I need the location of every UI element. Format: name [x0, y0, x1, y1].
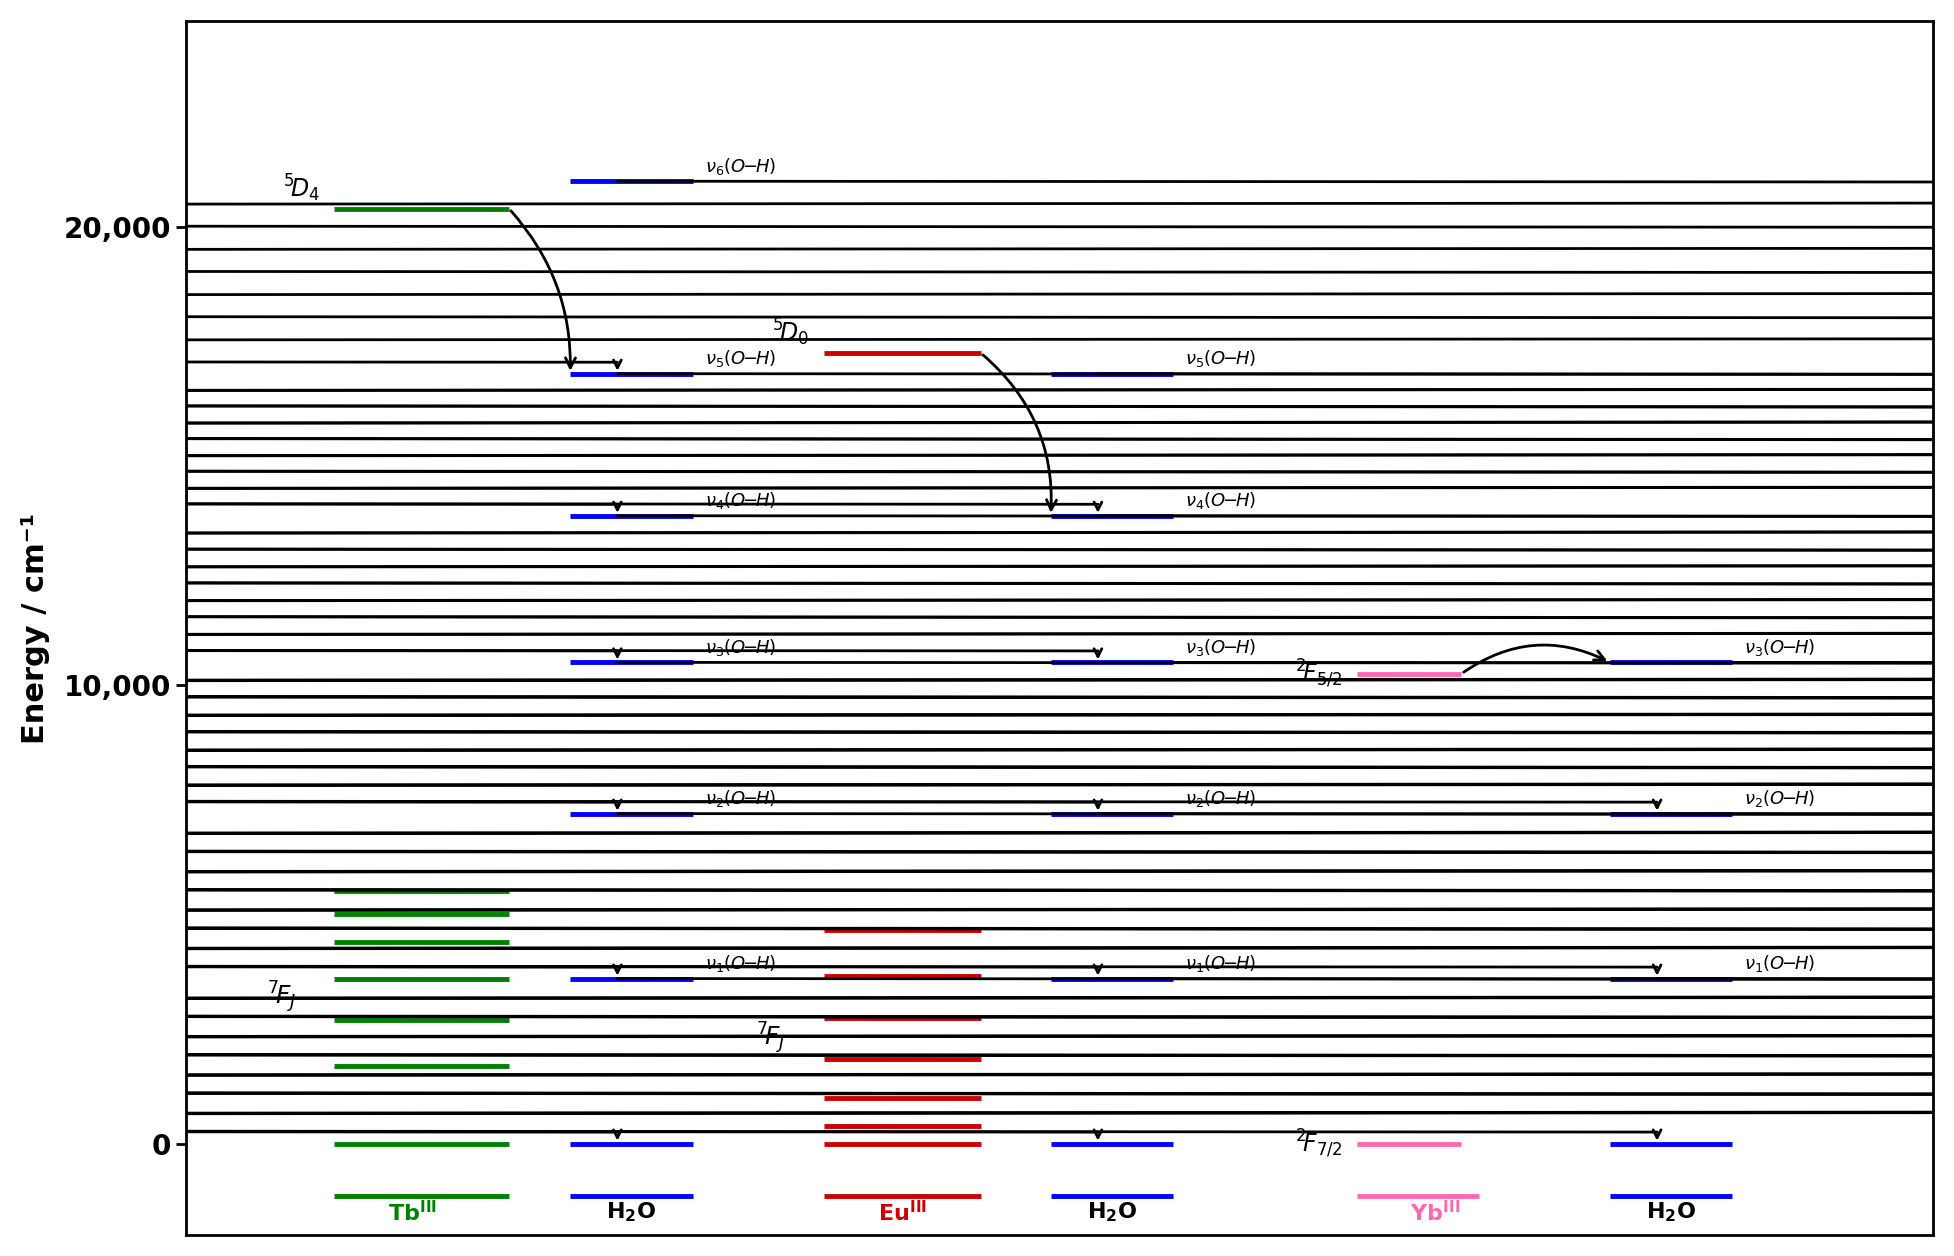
Text: $\nu_1(O\!\!-\!\!H)$: $\nu_1(O\!\!-\!\!H)$ [705, 953, 776, 973]
Text: $\nu_3(O\!\!-\!\!H)$: $\nu_3(O\!\!-\!\!H)$ [1745, 637, 1815, 658]
Text: $\mathbf{H_2O}$: $\mathbf{H_2O}$ [1086, 1201, 1137, 1225]
Text: $\nu_2(O\!\!-\!\!H)$: $\nu_2(O\!\!-\!\!H)$ [705, 788, 776, 809]
Text: $\nu_5(O\!\!-\!\!H)$: $\nu_5(O\!\!-\!\!H)$ [705, 348, 776, 369]
Text: $^7\!F_J$: $^7\!F_J$ [756, 1020, 786, 1056]
Text: $^7\!F_J$: $^7\!F_J$ [268, 978, 295, 1015]
Text: $\nu_4(O\!\!-\!\!H)$: $\nu_4(O\!\!-\!\!H)$ [1186, 490, 1256, 511]
Text: $\mathbf{Yb^{III}}$: $\mathbf{Yb^{III}}$ [1411, 1199, 1460, 1225]
Text: $\nu_5(O\!\!-\!\!H)$: $\nu_5(O\!\!-\!\!H)$ [1186, 348, 1256, 369]
Text: $\nu_2(O\!\!-\!\!H)$: $\nu_2(O\!\!-\!\!H)$ [1186, 788, 1256, 809]
Text: $\nu_6(O\!\!-\!\!H)$: $\nu_6(O\!\!-\!\!H)$ [705, 156, 776, 177]
Text: $\mathbf{Tb^{III}}$: $\mathbf{Tb^{III}}$ [389, 1199, 438, 1225]
Text: $\nu_3(O\!\!-\!\!H)$: $\nu_3(O\!\!-\!\!H)$ [705, 637, 776, 658]
Text: $\nu_3(O\!\!-\!\!H)$: $\nu_3(O\!\!-\!\!H)$ [1186, 637, 1256, 658]
Y-axis label: Energy / cm⁻¹: Energy / cm⁻¹ [21, 512, 51, 744]
Text: $\nu_1(O\!\!-\!\!H)$: $\nu_1(O\!\!-\!\!H)$ [1186, 953, 1256, 973]
Text: $^2\!F_{7/2}$: $^2\!F_{7/2}$ [1296, 1128, 1342, 1159]
Text: $^5\!D_0$: $^5\!D_0$ [772, 317, 809, 348]
Text: $\nu_2(O\!\!-\!\!H)$: $\nu_2(O\!\!-\!\!H)$ [1745, 788, 1815, 809]
Text: $^2\!F_{5/2}$: $^2\!F_{5/2}$ [1296, 658, 1342, 690]
Text: $\mathbf{H_2O}$: $\mathbf{H_2O}$ [1645, 1201, 1696, 1225]
Text: $^5\!D_4$: $^5\!D_4$ [283, 173, 320, 205]
Text: $\nu_1(O\!\!-\!\!H)$: $\nu_1(O\!\!-\!\!H)$ [1745, 953, 1815, 973]
Text: $\nu_4(O\!\!-\!\!H)$: $\nu_4(O\!\!-\!\!H)$ [705, 490, 776, 511]
Text: $\mathbf{H_2O}$: $\mathbf{H_2O}$ [606, 1201, 657, 1225]
Text: $\mathbf{Eu^{III}}$: $\mathbf{Eu^{III}}$ [877, 1199, 926, 1225]
